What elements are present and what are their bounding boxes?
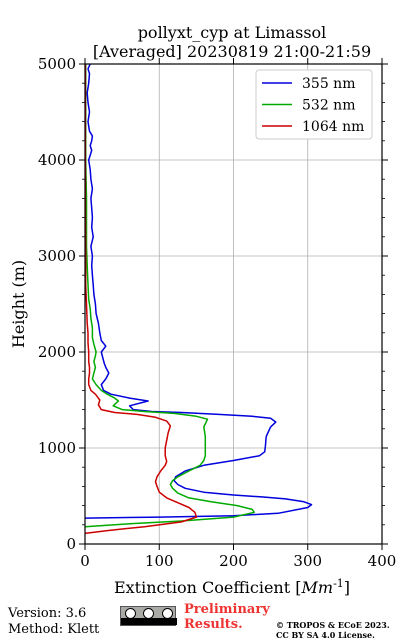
legend-box — [255, 69, 373, 140]
cc-icon — [124, 607, 136, 619]
x-tick-label: 200 — [219, 552, 248, 570]
y-axis-label: Height (m) — [9, 260, 28, 348]
series-line-1064-nm — [84, 64, 198, 535]
copyright-notice: © TROPOS & ECoE 2023. CC BY SA 4.0 Licen… — [276, 620, 390, 640]
preliminary-line1: Preliminary — [184, 602, 270, 617]
by-icon — [143, 607, 155, 619]
y-tick-label: 3000 — [38, 247, 76, 265]
legend-label: 355 nm — [302, 76, 355, 92]
grid-lines — [85, 64, 382, 544]
y-tick-label: 4000 — [38, 151, 76, 169]
y-tick-label: 2000 — [38, 343, 76, 361]
extinction-profile-chart: pollyxt_cyp at Limassol [Averaged] 20230… — [9, 23, 397, 597]
y-tick-label: 0 — [66, 535, 76, 553]
copyright-line2: CC BY SA 4.0 License. — [276, 630, 375, 640]
sa-icon — [162, 607, 174, 619]
chart-subtitle: [Averaged] 20230819 21:00-21:59 — [93, 42, 371, 61]
preliminary-line2: Results. — [184, 617, 243, 632]
footer-info: Version: 3.6 Method: Klett — [8, 606, 99, 638]
x-tick-label: 0 — [80, 552, 90, 570]
legend-label: 532 nm — [302, 98, 355, 114]
y-tick-label: 5000 — [38, 55, 76, 73]
x-tick-label: 300 — [293, 552, 322, 570]
x-axis-label: Extinction Coefficient [Mm-1] — [114, 577, 350, 597]
legend: 355 nm 532 nm 1064 nm — [255, 69, 373, 140]
x-tick-label: 400 — [368, 552, 397, 570]
series-line-532-nm — [84, 64, 256, 528]
version-text: Version: 3.6 — [8, 606, 87, 621]
cc-license-badge-icon — [120, 606, 177, 626]
series-lines — [84, 63, 313, 535]
y-tick-label: 1000 — [38, 439, 76, 457]
legend-label: 1064 nm — [302, 119, 364, 135]
copyright-line1: © TROPOS & ECoE 2023. — [276, 620, 390, 630]
series-line-355-nm — [84, 63, 313, 519]
chart-title: pollyxt_cyp at Limassol — [138, 23, 327, 42]
x-tick-label: 100 — [145, 552, 174, 570]
method-text: Method: Klett — [8, 622, 100, 637]
preliminary-notice: Preliminary Results. — [184, 602, 270, 632]
